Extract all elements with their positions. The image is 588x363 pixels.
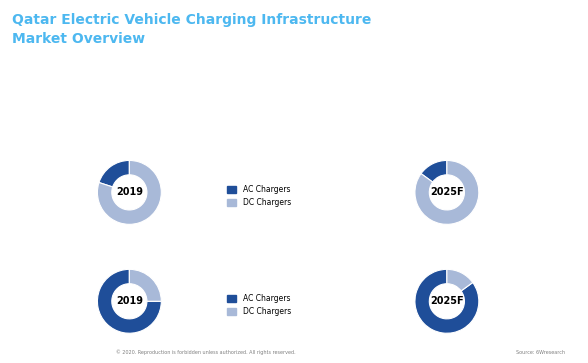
Text: Figure 2: Qatar Electric Vehicle Charger Market Revenue Share, By Types, 2019 & : Figure 2: Qatar Electric Vehicle Charger… [138, 148, 450, 154]
Text: research: research [534, 40, 564, 45]
Wedge shape [415, 269, 479, 333]
Wedge shape [98, 160, 161, 224]
Text: 2025F: 2025F [430, 296, 464, 306]
Text: © 2020. Reproduction is forbidden unless authorized. All rights reserved.: © 2020. Reproduction is forbidden unless… [116, 349, 296, 355]
Wedge shape [99, 160, 129, 187]
Text: 2025F: 2025F [430, 187, 464, 197]
Text: Qatar Electric Vehicle Charging Infrastructure
Market Overview: Qatar Electric Vehicle Charging Infrastr… [12, 13, 371, 46]
Wedge shape [447, 269, 473, 291]
Legend: AC Chargers, DC Chargers: AC Chargers, DC Chargers [227, 185, 291, 207]
Text: 2019: 2019 [116, 296, 143, 306]
Text: Source: 6Wresearch: Source: 6Wresearch [516, 350, 566, 355]
Wedge shape [415, 160, 479, 224]
Text: Figure 3: Qatar Electric Vehicle Charger Market Volume Share, By Types, 2019 & 2: Figure 3: Qatar Electric Vehicle Charger… [141, 261, 447, 266]
Wedge shape [98, 269, 161, 333]
Wedge shape [421, 160, 447, 182]
Text: 2019: 2019 [116, 187, 143, 197]
Text: 6W: 6W [544, 11, 564, 21]
Wedge shape [129, 269, 161, 301]
Legend: AC Chargers, DC Chargers: AC Chargers, DC Chargers [227, 294, 291, 316]
